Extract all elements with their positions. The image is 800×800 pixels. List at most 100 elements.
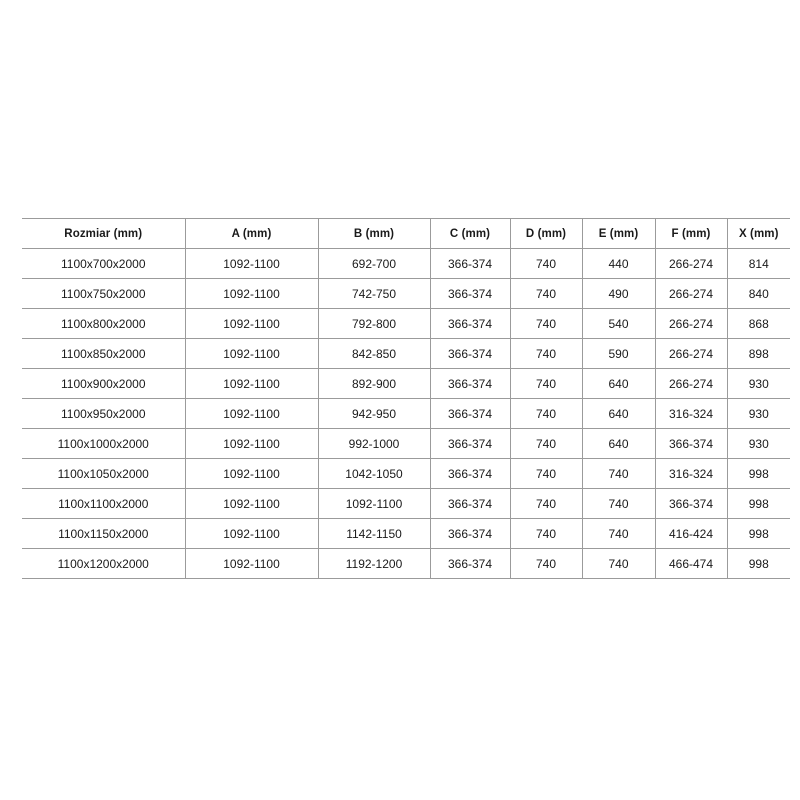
table-row: 1100x850x2000 1092-1100 842-850 366-374 740 5… — [22, 338, 790, 369]
cell-a: 1092-1100 — [184, 338, 319, 369]
cell-c: 366-374 — [429, 428, 511, 459]
cell-f: 366-374 — [654, 488, 728, 519]
table-row: 1100x1000x2000 1092-1100 992-1000 366-374 74… — [22, 428, 790, 459]
cell-a: 1092-1100 — [184, 428, 319, 459]
cell-b: 792-800 — [317, 308, 431, 339]
cell-a: 1092-1100 — [184, 248, 319, 279]
cell-c: 366-374 — [429, 458, 511, 489]
cell-e: 640 — [581, 398, 656, 429]
column-header-c: C (mm) — [429, 218, 511, 249]
cell-b: 992-1000 — [317, 428, 431, 459]
cell-c: 366-374 — [429, 248, 511, 279]
cell-e: 440 — [581, 248, 656, 279]
cell-d: 740 — [509, 248, 583, 279]
cell-b: 1092-1100 — [317, 488, 431, 519]
cell-x: 898 — [726, 338, 790, 369]
table-row: 1100x750x2000 1092-1100 742-750 366-374 740 4… — [22, 278, 790, 309]
cell-rozmiar: 1100x1150x2000 — [22, 518, 186, 549]
cell-rozmiar: 1100x1100x2000 — [22, 488, 186, 519]
cell-e: 640 — [581, 368, 656, 399]
table-row: 1100x900x2000 1092-1100 892-900 366-374 740 6… — [22, 368, 790, 399]
cell-d: 740 — [509, 368, 583, 399]
cell-rozmiar: 1100x1200x2000 — [22, 548, 186, 579]
cell-c: 366-374 — [429, 338, 511, 369]
table-row: 1100x1200x2000 1092-1100 1192-1200 366-374 7… — [22, 548, 790, 579]
cell-f: 266-274 — [654, 368, 728, 399]
cell-x: 930 — [726, 428, 790, 459]
cell-e: 540 — [581, 308, 656, 339]
cell-d: 740 — [509, 428, 583, 459]
column-header-rozmiar: Rozmiar (mm) — [22, 218, 186, 249]
cell-b: 942-950 — [317, 398, 431, 429]
table-header: Rozmiar (mm) A (mm) B (mm) C (mm) D (mm) E (m… — [22, 218, 790, 249]
cell-rozmiar: 1100x900x2000 — [22, 368, 186, 399]
cell-b: 1192-1200 — [317, 548, 431, 579]
cell-rozmiar: 1100x700x2000 — [22, 248, 186, 279]
table-row: 1100x1150x2000 1092-1100 1142-1150 366-374 7… — [22, 518, 790, 549]
cell-d: 740 — [509, 308, 583, 339]
cell-f: 466-474 — [654, 548, 728, 579]
cell-e: 490 — [581, 278, 656, 309]
cell-e: 740 — [581, 488, 656, 519]
column-header-x: X (mm) — [726, 218, 790, 249]
cell-a: 1092-1100 — [184, 488, 319, 519]
cell-d: 740 — [509, 548, 583, 579]
cell-d: 740 — [509, 458, 583, 489]
cell-x: 930 — [726, 398, 790, 429]
cell-d: 740 — [509, 278, 583, 309]
table-row: 1100x1050x2000 1092-1100 1042-1050 366-374 7… — [22, 458, 790, 489]
cell-e: 740 — [581, 458, 656, 489]
cell-rozmiar: 1100x850x2000 — [22, 338, 186, 369]
cell-f: 266-274 — [654, 278, 728, 309]
cell-b: 892-900 — [317, 368, 431, 399]
table-row: 1100x1100x2000 1092-1100 1092-1100 366-374 7… — [22, 488, 790, 519]
cell-rozmiar: 1100x1050x2000 — [22, 458, 186, 489]
cell-c: 366-374 — [429, 278, 511, 309]
cell-f: 266-274 — [654, 308, 728, 339]
cell-a: 1092-1100 — [184, 278, 319, 309]
cell-rozmiar: 1100x750x2000 — [22, 278, 186, 309]
cell-c: 366-374 — [429, 548, 511, 579]
cell-c: 366-374 — [429, 368, 511, 399]
cell-a: 1092-1100 — [184, 308, 319, 339]
cell-x: 998 — [726, 518, 790, 549]
column-header-e: E (mm) — [581, 218, 656, 249]
cell-e: 590 — [581, 338, 656, 369]
cell-rozmiar: 1100x950x2000 — [22, 398, 186, 429]
column-header-a: A (mm) — [184, 218, 319, 249]
cell-c: 366-374 — [429, 488, 511, 519]
cell-f: 266-274 — [654, 248, 728, 279]
cell-a: 1092-1100 — [184, 548, 319, 579]
cell-c: 366-374 — [429, 398, 511, 429]
cell-d: 740 — [509, 338, 583, 369]
column-header-d: D (mm) — [509, 218, 583, 249]
column-header-f: F (mm) — [654, 218, 728, 249]
cell-a: 1092-1100 — [184, 368, 319, 399]
cell-rozmiar: 1100x800x2000 — [22, 308, 186, 339]
cell-f: 366-374 — [654, 428, 728, 459]
cell-x: 814 — [726, 248, 790, 279]
cell-c: 366-374 — [429, 308, 511, 339]
table-body: 1100x700x2000 1092-1100 692-700 366-374 740 4… — [22, 248, 790, 579]
cell-b: 692-700 — [317, 248, 431, 279]
cell-x: 998 — [726, 548, 790, 579]
cell-f: 316-324 — [654, 458, 728, 489]
cell-a: 1092-1100 — [184, 398, 319, 429]
table-row: 1100x700x2000 1092-1100 692-700 366-374 740 4… — [22, 248, 790, 279]
cell-x: 930 — [726, 368, 790, 399]
cell-e: 740 — [581, 518, 656, 549]
table-header-row: Rozmiar (mm) A (mm) B (mm) C (mm) D (mm) E (m… — [22, 218, 790, 249]
cell-f: 266-274 — [654, 338, 728, 369]
cell-f: 316-324 — [654, 398, 728, 429]
cell-a: 1092-1100 — [184, 518, 319, 549]
cell-x: 840 — [726, 278, 790, 309]
cell-c: 366-374 — [429, 518, 511, 549]
cell-rozmiar: 1100x1000x2000 — [22, 428, 186, 459]
table-row: 1100x950x2000 1092-1100 942-950 366-374 740 6… — [22, 398, 790, 429]
cell-a: 1092-1100 — [184, 458, 319, 489]
cell-d: 740 — [509, 398, 583, 429]
spec-table-container: Rozmiar (mm) A (mm) B (mm) C (mm) D (mm) E (m… — [22, 218, 790, 579]
cell-b: 742-750 — [317, 278, 431, 309]
cell-b: 1142-1150 — [317, 518, 431, 549]
